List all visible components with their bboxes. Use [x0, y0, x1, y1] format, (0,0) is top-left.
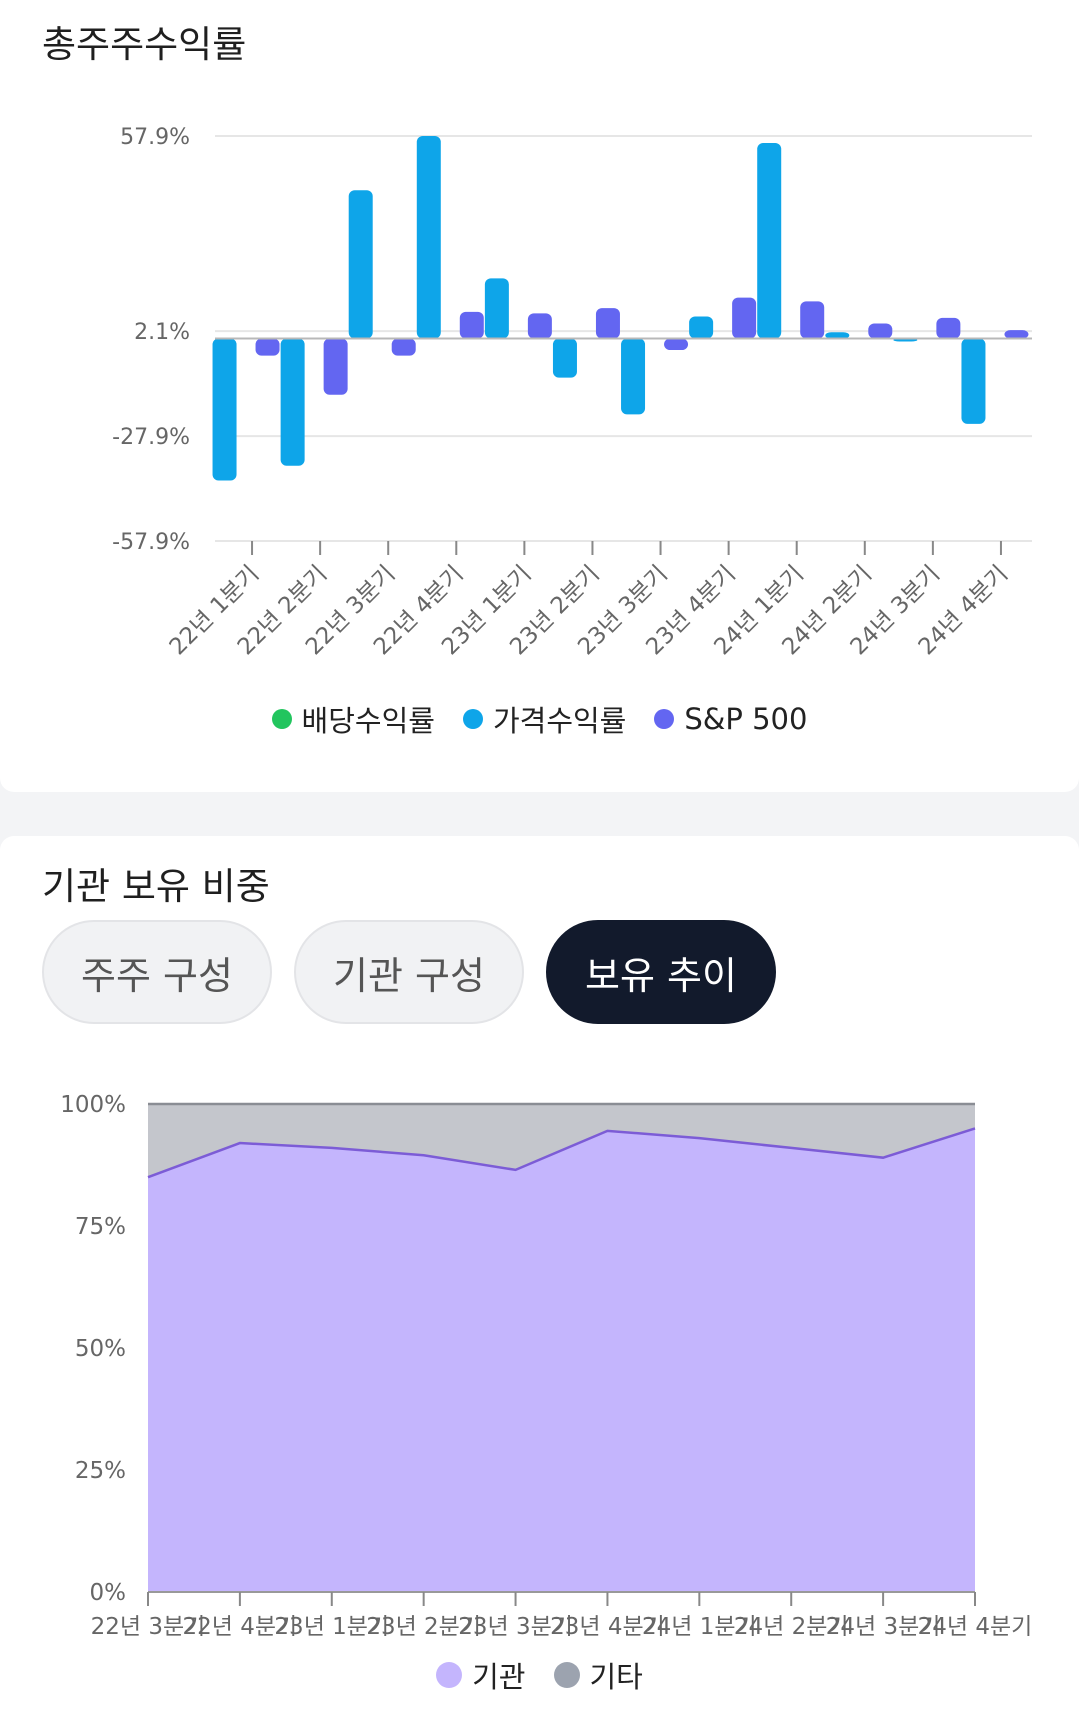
tab-shareholder-composition[interactable]: 주주 구성	[42, 920, 272, 1024]
y-tick-label: 57.9%	[120, 125, 190, 150]
bar-sp500	[732, 297, 757, 339]
legend-item-dividend[interactable]: 배당수익률	[271, 698, 435, 740]
legend-dot-other	[553, 1662, 580, 1688]
bar-sp500	[323, 338, 348, 395]
x-tick-label: 22년 3분기	[91, 1614, 206, 1636]
legend-label-other: 기타	[589, 1660, 643, 1694]
x-tick-label: 24년 2분기	[734, 1614, 849, 1636]
legend-item-institution[interactable]: 기관	[436, 1654, 526, 1696]
x-tick-label: 23년 2분기	[366, 1614, 481, 1636]
area-other	[148, 1104, 975, 1178]
x-tick-label: 23년 3분기	[458, 1614, 573, 1636]
y-tick-label: 0%	[90, 1580, 127, 1606]
y-tick-label: -27.9%	[112, 425, 190, 450]
bar-price	[961, 338, 986, 424]
bar-sp500	[936, 317, 961, 339]
y-tick-label: 50%	[75, 1336, 126, 1362]
legend-dot-dividend	[271, 709, 292, 729]
y-tick-label: 25%	[75, 1458, 126, 1484]
legend-label-institution: 기관	[472, 1660, 526, 1694]
bar-sp500	[459, 311, 484, 339]
bar-sp500	[868, 323, 893, 339]
holdings-tab-group: 주주 구성 기관 구성 보유 추이	[42, 920, 776, 1024]
legend-label-sp500: S&P 500	[684, 702, 808, 736]
legend-item-other[interactable]: 기타	[553, 1654, 643, 1696]
bar-sp500	[527, 313, 552, 339]
bar-sp500	[391, 338, 416, 356]
bar-sp500	[1004, 330, 1029, 339]
legend-dot-institution	[436, 1662, 463, 1688]
bar-price	[757, 142, 782, 339]
tab-holding-trend[interactable]: 보유 추이	[546, 920, 776, 1024]
holding-trend-legend: 기관 기타	[0, 1654, 1079, 1696]
x-tick-label: 24년 1분기	[642, 1614, 757, 1636]
bar-sp500	[664, 338, 689, 351]
bar-sp500	[800, 301, 825, 339]
tab-institution-composition[interactable]: 기관 구성	[294, 920, 524, 1024]
legend-dot-price	[462, 709, 483, 729]
total-return-legend: 배당수익률 가격수익률 S&P 500	[0, 698, 1079, 740]
x-tick-label: 24년 3분기	[826, 1614, 941, 1636]
institutional-holdings-card: 기관 보유 비중 주주 구성 기관 구성 보유 추이 100% 75% 50% 25%…	[0, 836, 1079, 1716]
y-tick-label: -57.9%	[112, 530, 190, 555]
bar-price	[416, 136, 441, 339]
bar-price	[280, 338, 305, 466]
bar-sp500	[255, 338, 280, 356]
bar-price	[552, 338, 577, 378]
y-tick-label: 100%	[60, 1092, 126, 1118]
legend-label-price: 가격수익률	[492, 704, 627, 738]
bar-price	[348, 190, 373, 339]
legend-item-sp500[interactable]: S&P 500	[654, 702, 807, 736]
y-tick-label: 2.1%	[134, 320, 190, 345]
bar-sp500	[595, 308, 620, 339]
bar-price	[621, 338, 646, 415]
total-return-title: 총주주수익률	[42, 23, 247, 66]
x-tick-label: 22년 4분기	[183, 1614, 298, 1636]
legend-item-price[interactable]: 가격수익률	[462, 698, 627, 740]
legend-label-dividend: 배당수익률	[301, 704, 435, 738]
bar-price	[825, 332, 850, 339]
bar-price	[484, 278, 509, 339]
legend-dot-sp500	[654, 709, 675, 729]
y-tick-label: 75%	[75, 1214, 126, 1240]
x-tick-label: 24년 4분기	[918, 1614, 1033, 1636]
total-return-card: 총주주수익률 57.9% 2.1% -27.9% -57.9% 22년 1분기 22년 2…	[0, 0, 1079, 792]
line-institution	[147, 1127, 976, 1179]
x-tick-label: 23년 1분기	[274, 1614, 389, 1636]
area-institution	[148, 1128, 975, 1592]
bar-price	[212, 338, 237, 481]
institutional-holdings-title: 기관 보유 비중	[42, 865, 270, 908]
x-tick-label: 23년 4분기	[550, 1614, 665, 1636]
bar-price	[689, 316, 714, 339]
